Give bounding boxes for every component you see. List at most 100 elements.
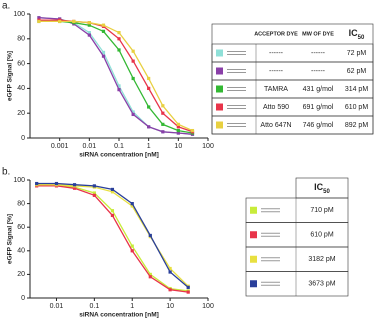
- panel-label: a.: [2, 1, 10, 12]
- y-tick-label: 20: [17, 271, 25, 278]
- y-tick-label: 40: [17, 248, 25, 255]
- data-point: [130, 204, 134, 208]
- x-tick-label: 100: [202, 303, 214, 310]
- color-key: [216, 85, 223, 93]
- table-cell: 314 pM: [345, 86, 369, 93]
- data-point: [130, 244, 134, 248]
- color-key: [250, 255, 257, 263]
- series-line: [36, 184, 189, 287]
- data-point: [186, 290, 190, 294]
- x-tick-label: 0.01: [50, 303, 64, 310]
- ic-sub: 50: [323, 189, 330, 195]
- panel-label: b.: [2, 167, 10, 178]
- data-point: [92, 191, 96, 195]
- series-line: [38, 17, 193, 135]
- data-point: [37, 19, 41, 24]
- data-point: [130, 249, 134, 253]
- data-point: [147, 125, 151, 129]
- table-cell: TAMRA: [264, 86, 288, 93]
- y-axis-title: eGFP Signal [%]: [7, 214, 14, 264]
- data-point: [117, 48, 121, 52]
- ic-header: IC50: [314, 182, 330, 194]
- data-point: [117, 37, 121, 41]
- x-tick-label: 0.01: [83, 143, 97, 150]
- data-point: [161, 111, 165, 115]
- color-key: [216, 121, 223, 129]
- color-key: [216, 67, 223, 75]
- series-line: [36, 185, 189, 293]
- table-cell: 431 g/mol: [303, 86, 334, 93]
- data-point: [130, 202, 134, 206]
- table-cell: 62 pM: [347, 68, 367, 75]
- data-point: [110, 209, 115, 213]
- data-point: [54, 181, 59, 186]
- data-point: [72, 186, 77, 190]
- series-line: [38, 20, 193, 132]
- data-point: [168, 266, 172, 271]
- data-point: [101, 50, 106, 55]
- color-key: [216, 49, 223, 57]
- data-point: [168, 288, 172, 292]
- series-line: [38, 20, 193, 134]
- data-point: [92, 193, 96, 197]
- data-point: [190, 128, 195, 133]
- data-point: [168, 270, 172, 274]
- data-point: [131, 76, 135, 81]
- table-frame: [211, 23, 374, 135]
- data-point: [161, 122, 165, 126]
- x-tick-label: 0.1: [89, 303, 99, 310]
- data-point: [72, 183, 77, 187]
- y-tick-label: 60: [17, 224, 25, 231]
- ic-text: IC: [349, 28, 359, 38]
- table-cell: ------: [269, 68, 284, 75]
- y-tick-label: 100: [13, 177, 25, 184]
- data-point: [147, 76, 151, 81]
- table-cell: 3673 pM: [308, 281, 335, 288]
- data-point: [110, 190, 115, 194]
- y-tick-label: 20: [17, 110, 25, 117]
- y-axis-title: eGFP Signal [%]: [7, 51, 14, 101]
- x-tick-label: 1: [130, 303, 134, 310]
- data-point: [58, 19, 62, 24]
- data-point: [148, 272, 152, 276]
- data-point: [176, 128, 180, 133]
- y-tick-label: 80: [17, 36, 25, 43]
- data-point: [110, 187, 115, 192]
- data-point: [176, 125, 180, 129]
- data-point: [37, 16, 41, 20]
- data-point: [87, 33, 91, 37]
- data-point: [131, 59, 135, 63]
- ic-header: IC50: [349, 28, 365, 40]
- table-cell: ------: [311, 68, 326, 75]
- table-cell: Atto 590: [263, 104, 289, 111]
- data-point: [176, 122, 180, 126]
- table-cell: 746 g/mol: [303, 122, 334, 129]
- data-point: [131, 49, 135, 53]
- data-point: [117, 31, 121, 35]
- table-cell: 610 pM: [310, 232, 334, 239]
- data-point: [92, 184, 96, 188]
- data-point: [110, 213, 115, 217]
- x-tick-label: 0.001: [51, 143, 69, 150]
- data-point: [72, 19, 76, 24]
- table-cell: ------: [311, 50, 326, 57]
- x-axis-title: siRNA concentration [nM]: [79, 312, 159, 319]
- data-point: [101, 29, 106, 33]
- x-tick-label: 10: [166, 303, 174, 310]
- table-cell: 710 pM: [310, 207, 334, 214]
- data-point: [101, 54, 106, 58]
- table-cell: 72 pM: [347, 50, 367, 57]
- data-point: [176, 131, 180, 135]
- data-point: [35, 181, 39, 186]
- table-cell: Atto 647N: [260, 122, 291, 129]
- y-tick-label: 40: [17, 85, 25, 92]
- color-key: [216, 103, 223, 111]
- data-point: [131, 112, 135, 117]
- table-cell: 3182 pM: [308, 256, 335, 263]
- color-key: [250, 231, 257, 239]
- table-cell: 610 pM: [345, 104, 369, 111]
- series-line: [38, 17, 193, 135]
- data-point: [147, 105, 151, 109]
- row-box: [211, 115, 374, 135]
